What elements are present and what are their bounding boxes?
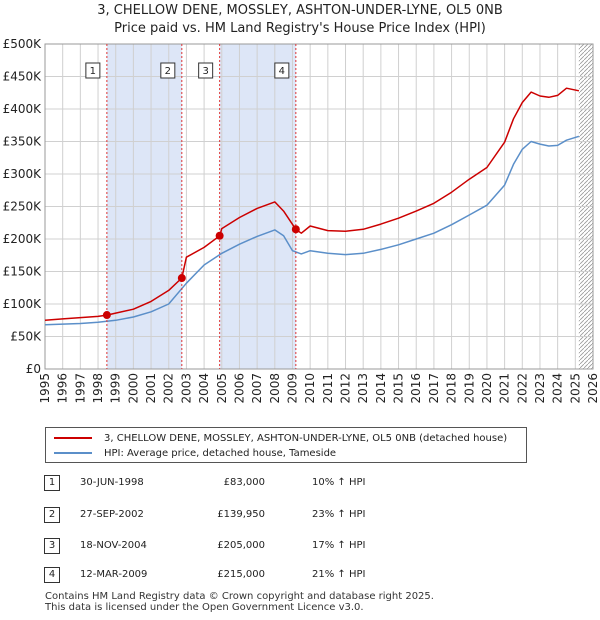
property-price-line — [44, 87, 580, 322]
sale-label: 3 — [202, 66, 208, 77]
x-tick-label: 2005 — [215, 373, 229, 404]
price-chart: £0 £50K £100K £150K £200K £250K £300K £350K £400… — [3, 37, 600, 404]
sale-point — [215, 231, 224, 240]
sale-label: 4 — [279, 66, 285, 77]
legend: 3, CHELLOW DENE, MOSSLEY, ASHTON-UNDER-L… — [45, 427, 527, 463]
x-tick-label: 2013 — [356, 373, 370, 404]
transaction-hpi: 10% ↑ HPI — [312, 477, 366, 488]
y-tick-label: £150K — [3, 265, 43, 279]
y-tick-label: £200K — [3, 232, 43, 246]
x-tick-label: 1997 — [73, 373, 87, 404]
plot-border — [44, 43, 594, 370]
x-tick-label: 2000 — [126, 373, 140, 404]
x-tick-label: 2014 — [374, 373, 388, 404]
y-tick-label: £300K — [3, 167, 43, 181]
x-tick-label: 2010 — [303, 373, 317, 404]
x-tick-label: 2017 — [427, 373, 441, 404]
chart-title-line2: Price paid vs. HM Land Registry's House … — [114, 21, 486, 36]
x-tick-label: 1995 — [38, 373, 52, 404]
transaction-hpi: 17% ↑ HPI — [312, 540, 366, 551]
x-tick-label: 2016 — [409, 373, 423, 404]
sale-point — [177, 274, 186, 283]
x-tick-label: 2004 — [197, 373, 211, 404]
hpi-line — [44, 135, 580, 326]
sale-label: 1 — [90, 66, 96, 77]
sale-label-box — [274, 62, 290, 79]
x-tick-label: 2006 — [232, 373, 246, 404]
legend-item-hpi: HPI: Average price, detached house, Tame… — [54, 446, 336, 460]
transaction-price: £83,000 — [223, 477, 265, 488]
transaction-date: 30-JUN-1998 — [80, 477, 144, 488]
y-tick-label: £450K — [3, 70, 43, 84]
y-tick-label: £100K — [3, 297, 43, 311]
x-tick-label: 2007 — [250, 373, 264, 404]
x-tick-label: 2026 — [586, 373, 600, 404]
y-tick-label: £250K — [3, 200, 43, 214]
x-tick-label: 2019 — [462, 373, 476, 404]
transaction-number: 3 — [44, 538, 60, 554]
transaction-number: 2 — [44, 507, 60, 523]
legend-item-property: 3, CHELLOW DENE, MOSSLEY, ASHTON-UNDER-L… — [54, 431, 507, 445]
footer: Contains HM Land Registry data © Crown c… — [45, 591, 434, 613]
sale-label-box — [198, 62, 214, 79]
transaction-date: 27-SEP-2002 — [80, 509, 144, 520]
y-tick-label: £0 — [26, 362, 41, 376]
chart-title-line1: 3, CHELLOW DENE, MOSSLEY, ASHTON-UNDER-L… — [97, 3, 503, 18]
transaction-price: £215,000 — [217, 569, 265, 580]
x-tick-label: 2023 — [533, 373, 547, 404]
footer-licence: This data is licensed under the Open Gov… — [45, 602, 364, 613]
transaction-date: 18-NOV-2004 — [80, 540, 147, 551]
y-tick-label: £50K — [10, 330, 42, 344]
x-tick-label: 2012 — [339, 373, 353, 404]
legend-label-property: 3, CHELLOW DENE, MOSSLEY, ASHTON-UNDER-L… — [104, 432, 508, 444]
transaction-number: 1 — [44, 475, 60, 491]
y-tick-label: £350K — [3, 135, 43, 149]
x-tick-label: 2024 — [551, 373, 565, 404]
transaction-price: £139,950 — [217, 509, 265, 520]
x-tick-label: 2015 — [392, 373, 406, 404]
x-tick-label: 2020 — [480, 373, 494, 404]
sale-label-box — [85, 62, 101, 79]
footer-copyright: Contains HM Land Registry data © Crown c… — [45, 591, 434, 602]
x-tick-label: 2011 — [321, 373, 335, 404]
x-tick-label: 2018 — [445, 373, 459, 404]
x-tick-label: 2022 — [515, 373, 529, 404]
x-tick-label: 1996 — [56, 373, 70, 404]
transaction-hpi: 23% ↑ HPI — [312, 509, 366, 520]
transaction-price: £205,000 — [217, 540, 265, 551]
y-tick-label: £400K — [3, 102, 43, 116]
x-tick-label: 2009 — [285, 373, 299, 404]
legend-swatch-hpi — [54, 452, 92, 454]
x-tick-label: 1999 — [109, 373, 123, 404]
legend-label-hpi: HPI: Average price, detached house, Tame… — [104, 447, 337, 459]
legend-swatch-property — [54, 437, 92, 439]
x-tick-label: 2008 — [268, 373, 282, 404]
x-tick-label: 2003 — [179, 373, 193, 404]
sale-point — [102, 311, 111, 320]
x-tick-label: 2002 — [162, 373, 176, 404]
transaction-date: 12-MAR-2009 — [80, 569, 148, 580]
sale-label: 2 — [165, 66, 171, 77]
sale-point — [291, 225, 300, 234]
x-tick-label: 2021 — [498, 373, 512, 404]
sale-label-box — [160, 62, 176, 79]
y-tick-label: £500K — [3, 37, 43, 51]
transaction-hpi: 21% ↑ HPI — [312, 569, 366, 580]
x-tick-label: 2001 — [144, 373, 158, 404]
x-tick-label: 1998 — [91, 373, 105, 404]
transaction-number: 4 — [44, 567, 60, 583]
x-tick-label: 2025 — [568, 373, 582, 404]
